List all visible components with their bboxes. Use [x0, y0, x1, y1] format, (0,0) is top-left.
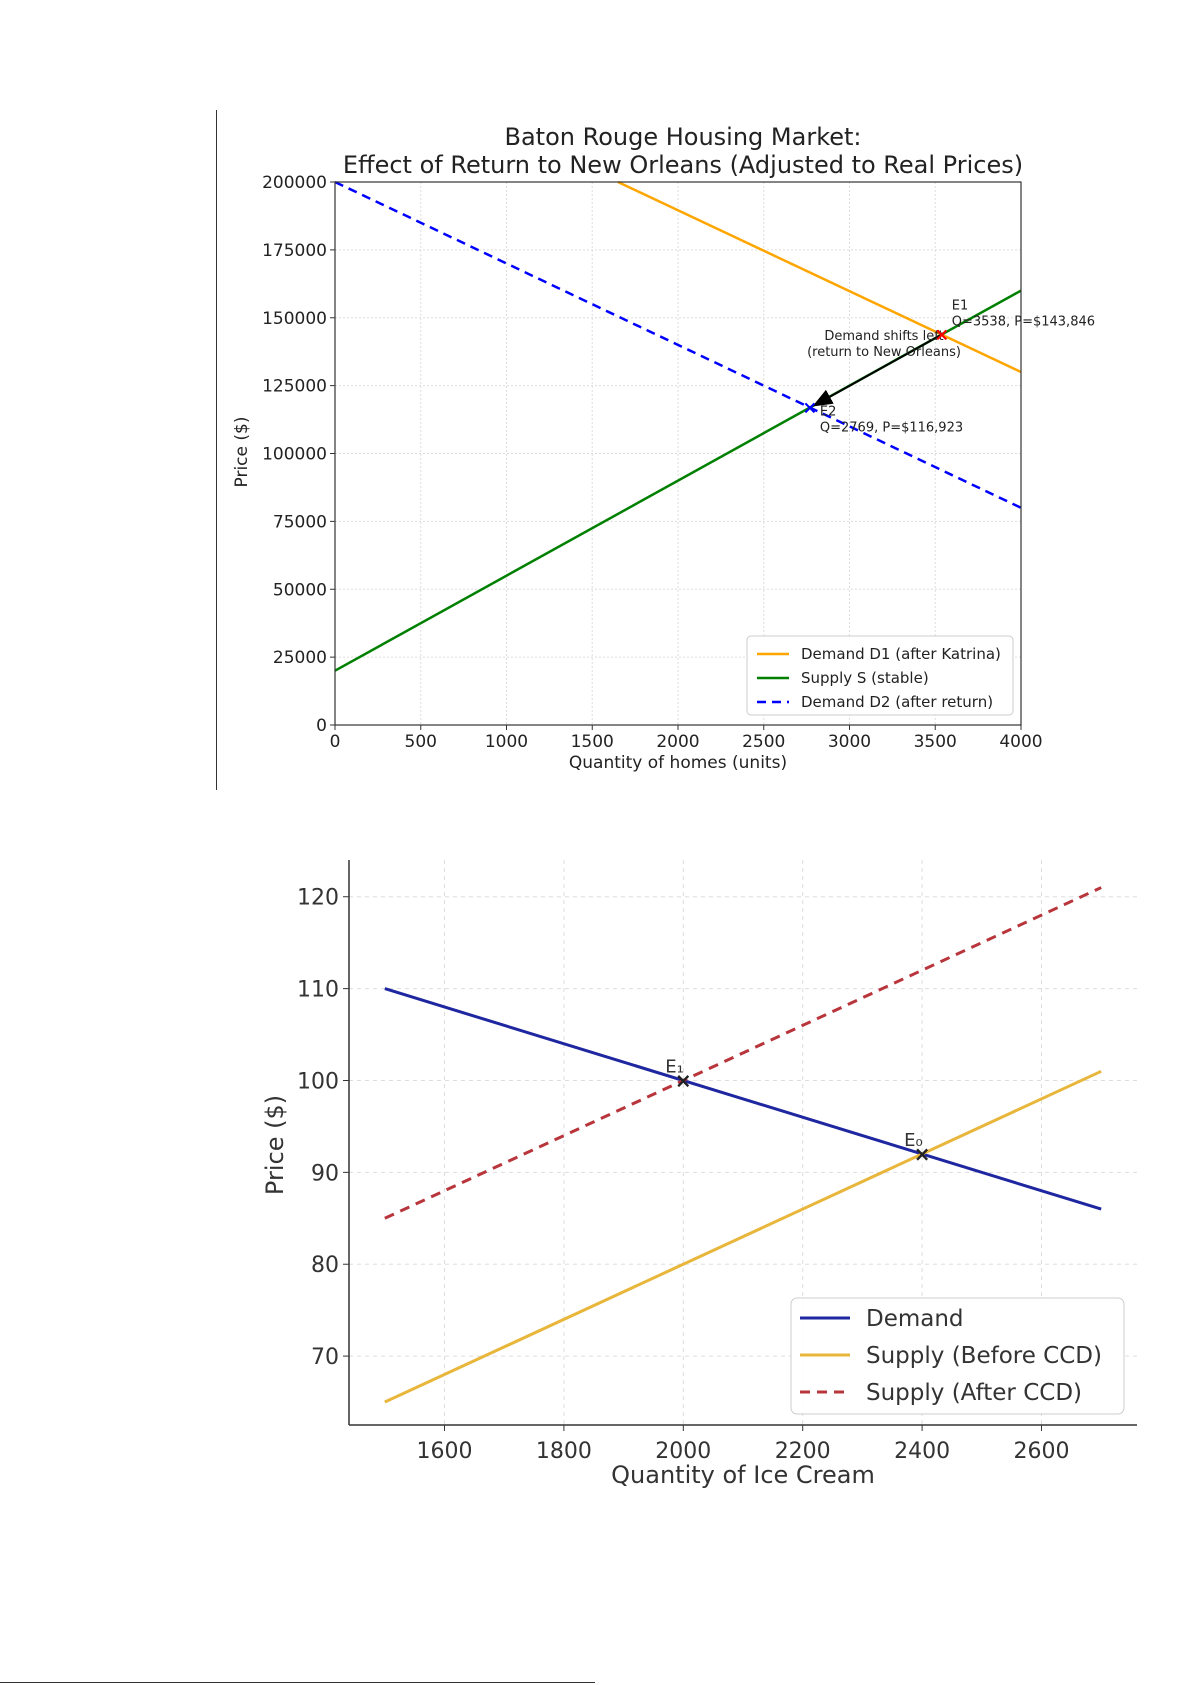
chart2-y-tick-label: 70	[311, 1345, 339, 1370]
chart2-x-tick-label: 1800	[536, 1439, 592, 1464]
chart1-equilibrium-detail: Q=2769, P=$116,923	[820, 421, 963, 436]
chart1-ticks: 0 500 1000 1500 2000 2500 3000 3500 4000 0 25000 50…	[262, 173, 1043, 752]
chart1-equilibrium-label: E2	[820, 405, 837, 420]
chart1-x-tick-label: 2500	[742, 732, 785, 752]
footnote-rule	[0, 1682, 595, 1683]
chart1-legend: Demand D1 (after Katrina) Supply S (stabl…	[746, 635, 1014, 716]
chart1-y-tick-label: 75000	[273, 512, 327, 532]
chart2-legend-label: Supply (After CCD)	[866, 1380, 1082, 1406]
chart1-title-line1: Baton Rouge Housing Market:	[505, 123, 862, 151]
chart1-x-tick-label: 3000	[828, 732, 871, 752]
page-margin-rule	[216, 110, 217, 790]
chart1-y-tick-label: 25000	[273, 648, 327, 668]
chart2-y-tick-label: 80	[311, 1253, 339, 1278]
chart2-x-tick-label: 2200	[775, 1439, 831, 1464]
chart1-y-tick-label: 175000	[262, 241, 327, 261]
chart1-equilibrium-marker: ×	[934, 324, 949, 345]
chart1-equilibrium-label: E1	[952, 298, 969, 313]
chart2-equilibrium-marker: ×	[675, 1068, 692, 1092]
chart1-x-tick-label: 2000	[656, 732, 699, 752]
chart1-x-tick-label: 1500	[571, 732, 614, 752]
chart2-series-line	[384, 987, 1102, 1211]
chart1-x-tick-label: 0	[330, 732, 341, 752]
chart2-x-tick-label: 2600	[1013, 1439, 1069, 1464]
chart2-y-tick-label: 110	[297, 978, 339, 1003]
chart1-equilibrium-marker: ×	[802, 398, 817, 419]
chart2-y-tick-label: 90	[311, 1161, 339, 1186]
chart1-y-tick-label: 0	[316, 716, 327, 736]
housing-market-chart: Baton Rouge Housing Market: Effect of Re…	[232, 123, 1095, 773]
chart1-legend-label: Demand D1 (after Katrina)	[801, 645, 1001, 663]
chart2-x-tick-label: 2400	[894, 1439, 950, 1464]
chart1-x-tick-label: 3500	[914, 732, 957, 752]
chart2-y-axis-label: Price ($)	[261, 1095, 289, 1195]
chart1-legend-label: Demand D2 (after return)	[801, 693, 993, 711]
chart1-y-tick-label: 50000	[273, 580, 327, 600]
chart1-y-tick-label: 125000	[262, 377, 327, 397]
chart1-series-line	[617, 180, 1022, 374]
shift-annotation-line1: Demand shifts left	[824, 329, 943, 344]
chart1-legend-box	[746, 635, 1014, 716]
shift-arrow	[812, 333, 943, 407]
chart2-equilibrium-label: E₁	[665, 1056, 684, 1077]
chart2-ticks: 1600 1800 2000 2200 2400 2600 70 80 90 100 110 120	[297, 886, 1069, 1464]
chart1-x-tick-label: 4000	[999, 732, 1042, 752]
chart2-legend-label: Demand	[866, 1306, 964, 1332]
chart1-y-tick-label: 200000	[262, 173, 327, 193]
chart1-x-tick-label: 1000	[485, 732, 528, 752]
chart1-plot-frame	[334, 181, 1022, 726]
chart2-y-tick-label: 100	[297, 1069, 339, 1094]
chart1-title-line2: Effect of Return to New Orleans (Adjuste…	[343, 151, 1023, 179]
chart2-series-line	[384, 1069, 1102, 1404]
chart1-y-axis-label: Price ($)	[232, 417, 252, 488]
chart2-legend-box	[790, 1297, 1125, 1415]
chart1-series-line	[334, 180, 1022, 509]
chart2-equilibrium-marker: ×	[914, 1142, 931, 1166]
chart1-equilibria: ×E1Q=3538, P=$143,846× E2Q=2769, P=$116,9…	[802, 298, 1095, 435]
chart2-series	[384, 886, 1102, 1404]
chart2-legend-label: Supply (Before CCD)	[866, 1343, 1102, 1369]
chart1-legend-label: Supply S (stable)	[801, 669, 929, 687]
chart2-legend: Demand Supply (Before CCD) Supply (After C…	[790, 1297, 1125, 1415]
chart2-equilibria: ×E₁×E₀	[665, 1056, 930, 1165]
chart2-x-tick-label: 1600	[417, 1439, 473, 1464]
chart1-annotations: Demand shifts left (return to New Orlean…	[807, 329, 961, 407]
chart2-equilibrium-label: E₀	[904, 1130, 923, 1151]
chart1-y-tick-label: 150000	[262, 309, 327, 329]
shift-annotation-line2: (return to New Orleans)	[807, 345, 961, 360]
chart1-y-tick-label: 100000	[262, 445, 327, 465]
chart1-x-tick-label: 500	[405, 732, 437, 752]
chart2-y-tick-label: 120	[297, 886, 339, 911]
chart2-series-line	[384, 886, 1102, 1220]
chart2-x-axis-label: Quantity of Ice Cream	[611, 1461, 875, 1489]
chart2-x-tick-label: 2000	[655, 1439, 711, 1464]
chart1-x-axis-label: Quantity of homes (units)	[569, 753, 787, 773]
chart1-equilibrium-detail: Q=3538, P=$143,846	[952, 314, 1095, 329]
